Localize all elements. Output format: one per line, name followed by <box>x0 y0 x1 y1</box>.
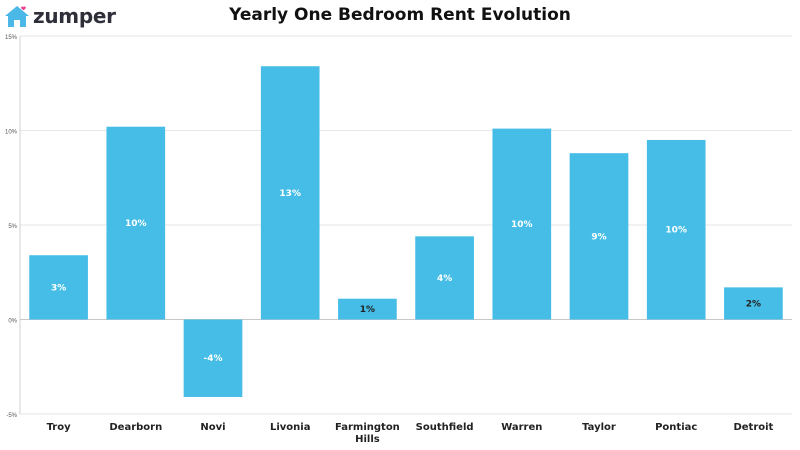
bar <box>646 139 706 320</box>
bar <box>415 236 474 320</box>
brand-logo[interactable]: zumper <box>4 4 116 28</box>
data-label: 3% <box>51 283 66 293</box>
brand-name: zumper <box>33 4 116 28</box>
house-logo-icon <box>5 6 29 27</box>
data-label: 13% <box>279 189 301 199</box>
data-label: 10% <box>125 219 147 229</box>
data-label: 9% <box>591 232 606 242</box>
x-tick-label: Warren <box>501 422 542 433</box>
x-tick-label: Farmington Hills <box>335 422 400 445</box>
data-label: 1% <box>360 305 375 315</box>
data-label: 10% <box>665 226 687 236</box>
y-tick-label: -5% <box>6 413 17 419</box>
bar <box>569 153 629 320</box>
bar <box>492 128 552 320</box>
x-tick-label: Dearborn <box>109 422 162 433</box>
data-label: -4% <box>203 354 222 364</box>
bar <box>260 66 320 320</box>
data-label: 2% <box>746 299 761 309</box>
data-label: 4% <box>437 274 452 284</box>
x-tick-label: Taylor <box>582 422 616 433</box>
bar <box>29 255 88 320</box>
x-tick-label: Southfield <box>416 422 474 433</box>
x-tick-label: Detroit <box>733 422 773 433</box>
bar <box>338 298 397 320</box>
chart-title: Yearly One Bedroom Rent Evolution <box>229 5 571 25</box>
x-tick-label: Troy <box>47 422 72 433</box>
bar <box>183 319 243 397</box>
x-tick-label: Novi <box>200 422 225 433</box>
y-tick-label: 5% <box>8 224 17 230</box>
x-tick-label: Livonia <box>270 422 310 433</box>
y-tick-label: 15% <box>5 35 18 41</box>
data-label: 10% <box>511 220 533 230</box>
bar <box>724 287 783 320</box>
y-tick-label: 0% <box>8 319 17 325</box>
x-tick-label: Pontiac <box>655 422 697 433</box>
bar <box>106 126 166 320</box>
y-tick-label: 10% <box>5 130 18 136</box>
